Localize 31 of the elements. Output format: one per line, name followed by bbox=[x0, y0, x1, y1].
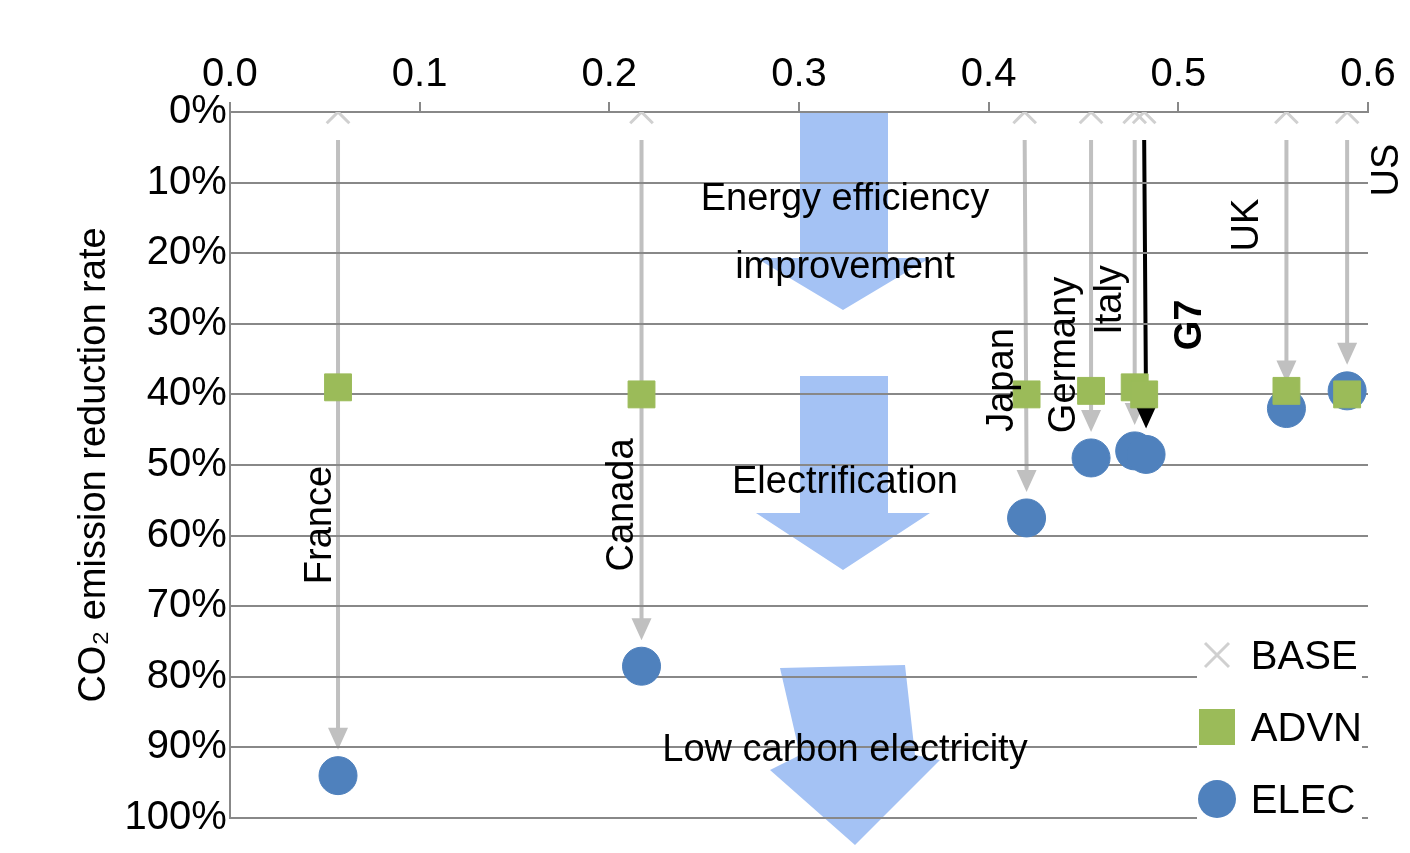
annotation: Electrification bbox=[732, 459, 958, 501]
annotation: US bbox=[1363, 143, 1407, 197]
y-tick-label: 50% bbox=[146, 440, 227, 485]
x-tick-label: 0.6 bbox=[1340, 50, 1396, 95]
y-tick-label: 80% bbox=[146, 651, 227, 696]
x-tick-label: 0.2 bbox=[581, 50, 638, 95]
y-axis-title: CO₂ emission reduction rate bbox=[71, 227, 114, 703]
annotation: Italy bbox=[1086, 265, 1130, 335]
y-tick-label: 30% bbox=[146, 298, 227, 343]
legend-label: BASE bbox=[1250, 632, 1358, 678]
annotation: France bbox=[296, 465, 340, 585]
y-tick-label: 60% bbox=[146, 510, 227, 555]
annotation: Canada bbox=[598, 438, 642, 572]
y-tick-label: 100% bbox=[124, 793, 227, 838]
annotation: Energy efficiency improvement bbox=[700, 176, 990, 286]
legend-label: ADVN bbox=[1250, 704, 1362, 750]
x-tick-label: 0.3 bbox=[771, 50, 827, 95]
y-tick-label: 10% bbox=[146, 157, 227, 202]
annotation: Germany bbox=[1040, 276, 1084, 434]
annotation: UK bbox=[1223, 198, 1267, 252]
annotation: G7 bbox=[1166, 299, 1210, 351]
annotation: Japan bbox=[978, 328, 1022, 432]
legend-label: ELEC bbox=[1250, 776, 1356, 822]
annotation: Low carbon electricity bbox=[661, 726, 1029, 771]
y-tick-label: 90% bbox=[146, 722, 227, 767]
y-tick-label: 70% bbox=[146, 581, 227, 626]
x-tick-label: 0.4 bbox=[960, 50, 1017, 95]
y-tick-label: 20% bbox=[146, 228, 227, 273]
y-tick-label: 40% bbox=[146, 369, 227, 414]
x-tick-label: 0.1 bbox=[391, 50, 448, 95]
x-tick-label: 0.5 bbox=[1150, 50, 1207, 95]
